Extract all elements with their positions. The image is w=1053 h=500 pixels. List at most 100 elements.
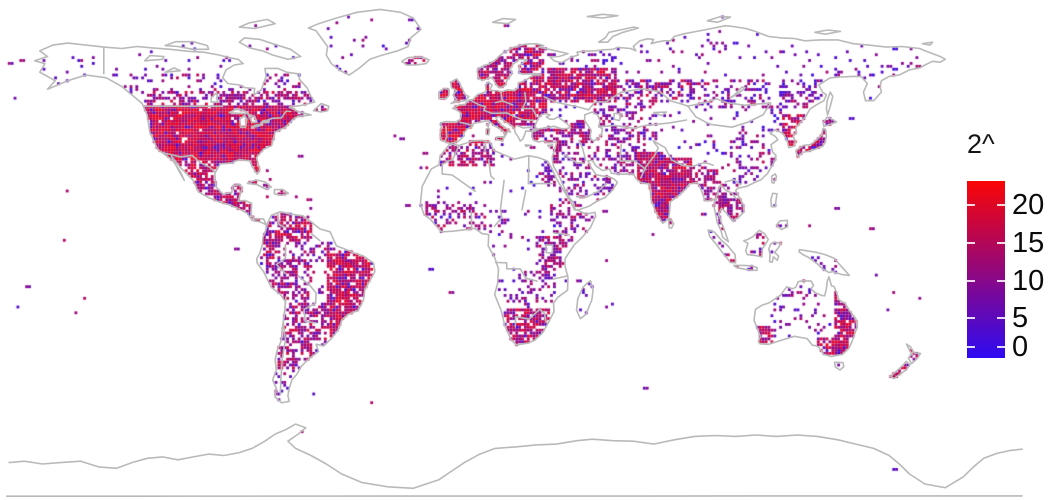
border-peru-brazil bbox=[275, 243, 287, 275]
border-ukraine-russia bbox=[543, 96, 590, 111]
border-china-india bbox=[652, 140, 715, 168]
outline-luzon bbox=[770, 192, 778, 208]
outline-lake-baikal bbox=[729, 86, 747, 99]
outline-tasmania bbox=[833, 361, 845, 371]
outline-nz-north-island bbox=[905, 343, 922, 365]
border-saudi-north bbox=[562, 153, 585, 164]
border-iran-iraq bbox=[578, 139, 587, 161]
border-pyrenees bbox=[459, 121, 474, 126]
outline-svalbard bbox=[491, 17, 517, 25]
outline-taiwan bbox=[770, 173, 778, 185]
outline-cuba bbox=[246, 179, 273, 190]
outline-australia bbox=[753, 276, 858, 358]
border-nigeria-east bbox=[493, 207, 503, 227]
border-russia-kazakhstan bbox=[587, 87, 689, 111]
outline-borneo bbox=[743, 229, 770, 258]
legend-tick-label: 5 bbox=[1012, 301, 1029, 334]
outline-sakhalin bbox=[825, 91, 834, 116]
outline-new-guinea bbox=[798, 248, 851, 277]
outline-sicily bbox=[495, 136, 505, 142]
legend-tick-mark bbox=[997, 203, 1005, 206]
border-tanzania-mozambique bbox=[552, 275, 569, 280]
legend-gradient-bar bbox=[967, 181, 1005, 358]
legend-tick-mark bbox=[967, 316, 975, 319]
border-chile-argentina bbox=[279, 295, 287, 395]
outline-caspian-sea bbox=[583, 111, 604, 142]
outline-madagascar bbox=[575, 280, 594, 320]
outline-lake-superior bbox=[228, 108, 250, 115]
border-portugal bbox=[444, 125, 448, 141]
legend-tick-mark bbox=[997, 241, 1005, 244]
outline-eurasia bbox=[439, 24, 947, 243]
legend-tick-mark bbox=[967, 241, 975, 244]
legend-tick-mark bbox=[967, 280, 975, 282]
outline-sri-lanka bbox=[667, 218, 675, 229]
legend-tick-mark bbox=[997, 316, 1005, 319]
border-brazil-bolivia bbox=[297, 275, 317, 305]
outline-greenland bbox=[307, 8, 422, 76]
border-algeria-tunisia bbox=[484, 140, 487, 153]
antarctica-coast bbox=[8, 423, 1023, 490]
outline-great-bear-lake bbox=[143, 54, 165, 62]
outline-sardinia bbox=[485, 127, 491, 136]
border-saudi-south bbox=[575, 182, 608, 199]
outline-south-america bbox=[255, 211, 376, 404]
legend-tick-mark bbox=[967, 203, 975, 206]
border-niger-chad bbox=[499, 179, 505, 210]
border-algeria-libya bbox=[487, 159, 495, 180]
border-romania bbox=[521, 107, 538, 118]
outline-java bbox=[733, 264, 759, 272]
border-germany-poland bbox=[500, 91, 504, 102]
legend-tick-mark bbox=[997, 280, 1005, 282]
outline-sumatra bbox=[707, 229, 737, 264]
outline-hispaniola bbox=[273, 188, 290, 197]
legend-tick-mark bbox=[967, 346, 975, 349]
legend-tick-label: 0 bbox=[1012, 331, 1029, 364]
colorbar-legend: 2^ 20 15 10 5 0 bbox=[944, 125, 1053, 375]
outline-franz-josef bbox=[586, 13, 619, 19]
legend-title: 2^ bbox=[967, 129, 995, 159]
outline-mindanao bbox=[775, 219, 789, 231]
border-central-asia bbox=[597, 119, 688, 130]
outline-iceland bbox=[401, 56, 430, 66]
border-paraguay bbox=[303, 302, 317, 324]
border-afghanistan bbox=[619, 143, 647, 171]
border-myanmar-thailand bbox=[715, 183, 722, 202]
outline-lake-balkhash bbox=[652, 111, 668, 117]
border-danube bbox=[506, 112, 535, 122]
border-mali-algeria bbox=[441, 173, 476, 193]
outline-honshu bbox=[794, 127, 828, 158]
legend-tick-label: 15 bbox=[1012, 226, 1045, 259]
outline-crete bbox=[524, 144, 533, 148]
border-drc-zambia bbox=[525, 277, 538, 282]
outline-ireland bbox=[438, 87, 450, 100]
outline-lake-winnipeg bbox=[210, 91, 219, 103]
border-south-africa-north bbox=[514, 308, 546, 328]
border-us-canada-east bbox=[261, 110, 292, 124]
border-china-vietnam bbox=[724, 178, 742, 186]
outline-aral-sea bbox=[613, 112, 623, 122]
border-france-germany bbox=[470, 99, 487, 112]
outline-nz-south-island bbox=[889, 360, 911, 380]
border-guyana bbox=[310, 232, 321, 242]
outline-severnaya-zemlya bbox=[706, 15, 732, 24]
outline-great-slave-lake bbox=[164, 67, 182, 73]
legend-tick-label: 20 bbox=[1012, 188, 1045, 221]
border-drc-angola bbox=[494, 261, 527, 279]
border-czech bbox=[494, 100, 514, 106]
outline-newfoundland bbox=[312, 102, 330, 113]
border-alps bbox=[483, 109, 508, 114]
outline-north-america bbox=[33, 42, 316, 226]
outline-lake-victoria bbox=[545, 244, 554, 254]
legend-tick-label: 10 bbox=[1012, 265, 1045, 297]
border-libya-egypt bbox=[527, 154, 530, 185]
border-mongolia-north bbox=[687, 98, 772, 107]
border-mongolia-south bbox=[687, 102, 772, 128]
border-venezuela-colombia bbox=[276, 212, 287, 229]
legend-tick-mark bbox=[997, 346, 1005, 349]
border-poland-ukraine bbox=[521, 91, 527, 110]
outline-novaya-zemlya bbox=[597, 26, 640, 43]
outline-lake-michigan bbox=[239, 114, 248, 128]
outline-sulawesi bbox=[768, 241, 782, 263]
